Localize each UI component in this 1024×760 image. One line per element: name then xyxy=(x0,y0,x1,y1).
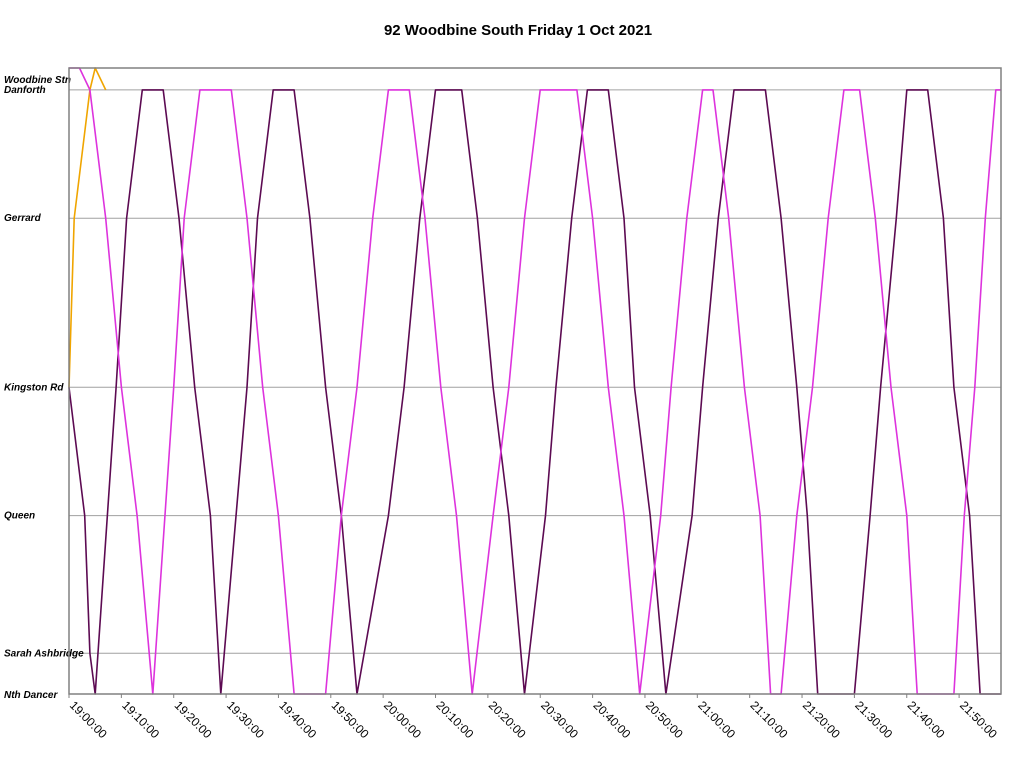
grid xyxy=(69,89,1001,654)
stop-label: Danforth xyxy=(4,85,46,96)
x-axis-labels: 19:00:00 19:10:00 19:20:00 19:30:00 19:40:00… xyxy=(67,694,1000,741)
series-line-2 xyxy=(68,89,1001,695)
x-tick-label: 20:00:00 xyxy=(381,698,424,741)
stop-label: Woodbine Stn xyxy=(4,75,71,86)
chart-title: 92 Woodbine South Friday 1 Oct 2021 xyxy=(384,22,652,39)
x-tick-label: 19:50:00 xyxy=(329,698,372,741)
series-line-3 xyxy=(69,67,1001,695)
x-tick-label: 21:10:00 xyxy=(748,698,791,741)
stop-label: Gerrard xyxy=(4,213,42,224)
series-lines xyxy=(68,67,1001,695)
stop-label: Kingston Rd xyxy=(4,382,64,393)
x-tick-label: 21:50:00 xyxy=(957,698,1000,741)
x-tick-label: 19:10:00 xyxy=(119,698,162,741)
x-tick-label: 19:30:00 xyxy=(224,698,267,741)
stop-label: Queen xyxy=(4,511,35,522)
stop-label: Sarah Ashbridge xyxy=(4,648,84,659)
x-tick-label: 19:40:00 xyxy=(276,698,319,741)
x-tick-label: 19:20:00 xyxy=(172,698,215,741)
x-tick-label: 20:20:00 xyxy=(486,698,529,741)
x-tick-label: 19:00:00 xyxy=(67,698,110,741)
x-tick-label: 21:20:00 xyxy=(800,698,843,741)
x-tick-label: 20:50:00 xyxy=(643,698,686,741)
x-tick-label: 21:00:00 xyxy=(695,698,738,741)
stop-label: Nth Dancer xyxy=(4,690,58,701)
x-tick-label: 21:30:00 xyxy=(852,698,895,741)
x-tick-label: 20:40:00 xyxy=(590,698,633,741)
x-tick-label: 20:30:00 xyxy=(538,698,581,741)
x-tick-label: 21:40:00 xyxy=(905,698,948,741)
series-line-1 xyxy=(68,67,107,388)
plot-frame xyxy=(68,67,1002,695)
x-tick-label: 20:10:00 xyxy=(433,698,476,741)
